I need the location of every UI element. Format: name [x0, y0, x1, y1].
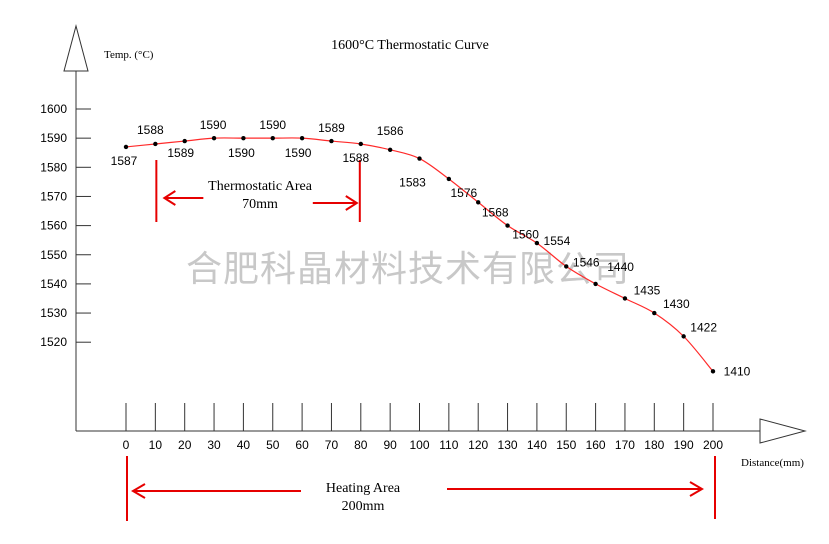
- data-label: 1589: [318, 121, 345, 135]
- x-tick-label: 200: [703, 438, 723, 452]
- thermostatic-area-label: Thermostatic Area: [208, 179, 313, 194]
- data-point: [417, 156, 422, 161]
- x-tick-label: 180: [644, 438, 664, 452]
- x-axis-label: Distance(mm): [741, 457, 804, 469]
- thermostatic-area-annotation: Thermostatic Area 70mm: [155, 160, 361, 222]
- x-tick-label: 20: [178, 438, 192, 452]
- y-axis-arrow-icon: [63, 24, 89, 72]
- data-point: [211, 135, 217, 141]
- heating-area-label: Heating Area: [326, 481, 401, 496]
- data-label: 1587: [111, 154, 138, 168]
- data-label: 1590: [259, 118, 286, 132]
- thermostatic-left-arrowhead-icon: [162, 190, 176, 206]
- data-point: [358, 141, 363, 147]
- data-label: 1568: [482, 205, 509, 219]
- data-label: 1435: [634, 283, 661, 297]
- y-ticks: 1520 1530 1540 1550 1560 1570 1580 1590 1600: [40, 102, 91, 349]
- data-label: 1554: [544, 234, 571, 248]
- x-axis-arrow-icon: [759, 418, 807, 444]
- x-tick-label: 70: [325, 438, 339, 452]
- y-tick-label: 1580: [40, 160, 67, 174]
- data-label: 1576: [450, 186, 477, 200]
- y-axis-label: Temp. (°C): [104, 49, 154, 61]
- heating-area-annotation: Heating Area 200mm: [126, 456, 716, 521]
- y-tick-label: 1530: [40, 306, 67, 320]
- data-point: [329, 138, 334, 144]
- y-tick-label: 1520: [40, 335, 67, 349]
- x-tick-label: 10: [149, 438, 163, 452]
- data-label: 1560: [512, 228, 539, 242]
- x-tick-label: 50: [266, 438, 280, 452]
- x-tick-label: 170: [615, 438, 635, 452]
- data-labels: 1587158815891590159015901590158915881586…: [111, 118, 751, 378]
- data-point: [241, 135, 246, 141]
- x-tick-label: 0: [123, 438, 130, 452]
- data-point: [652, 310, 657, 316]
- data-label: 1583: [399, 176, 426, 190]
- data-label: 1590: [200, 118, 227, 132]
- data-label: 1586: [377, 124, 404, 138]
- chart-title: 1600°C Thermostatic Curve: [331, 38, 489, 53]
- data-point: [387, 147, 393, 153]
- data-point: [593, 281, 598, 287]
- y-tick-label: 1560: [40, 219, 67, 233]
- data-point: [534, 240, 540, 246]
- heating-left-arrowhead-icon: [131, 483, 146, 499]
- data-point: [681, 334, 686, 339]
- heating-right-arrowhead-icon: [689, 481, 704, 497]
- x-tick-label: 80: [354, 438, 368, 452]
- x-tick-label: 140: [527, 438, 547, 452]
- x-tick-label: 110: [439, 438, 458, 452]
- y-tick-label: 1570: [40, 189, 67, 203]
- watermark: 合肥科晶材料技术有限公司: [186, 249, 630, 289]
- x-tick-label: 190: [674, 438, 694, 452]
- data-label: 1440: [607, 260, 634, 274]
- data-point: [564, 264, 569, 269]
- data-point: [505, 223, 510, 228]
- x-tick-label: 100: [409, 438, 429, 452]
- data-label: 1546: [573, 255, 600, 269]
- thermostatic-right-arrowhead-icon: [345, 195, 359, 211]
- thermostatic-area-length: 70mm: [242, 197, 278, 212]
- x-tick-label: 130: [498, 438, 518, 452]
- data-label: 1588: [137, 123, 164, 137]
- data-label: 1430: [663, 297, 690, 311]
- data-point: [270, 135, 275, 141]
- data-label: 1422: [690, 320, 717, 334]
- x-tick-label: 120: [468, 438, 488, 452]
- x-tick-label: 60: [295, 438, 309, 452]
- data-points: [123, 135, 716, 374]
- data-point: [182, 138, 187, 144]
- y-axis: [63, 24, 89, 431]
- heating-area-length: 200mm: [342, 499, 385, 514]
- data-label: 1590: [228, 146, 255, 160]
- data-label: 1589: [167, 146, 194, 160]
- y-tick-label: 1600: [40, 102, 67, 116]
- x-tick-label: 90: [383, 438, 397, 452]
- data-point: [299, 135, 305, 141]
- y-tick-label: 1540: [40, 277, 67, 291]
- x-axis: [76, 418, 807, 444]
- x-ticks: 0 10 20 30 40 50 60 70 80 90 100 110 120 130 140 150 160…: [123, 403, 723, 452]
- data-point: [710, 369, 716, 374]
- x-tick-label: 160: [586, 438, 606, 452]
- data-point: [123, 144, 129, 150]
- y-tick-label: 1590: [40, 131, 67, 145]
- data-point: [622, 296, 628, 301]
- y-tick-label: 1550: [40, 248, 67, 262]
- x-tick-label: 40: [237, 438, 251, 452]
- data-point: [446, 176, 452, 182]
- data-label: 1588: [342, 151, 369, 165]
- data-point: [476, 200, 481, 205]
- data-label: 1590: [285, 146, 312, 160]
- x-tick-label: 30: [207, 438, 221, 452]
- x-tick-label: 150: [556, 438, 576, 452]
- data-point: [153, 141, 158, 147]
- data-label: 1410: [724, 364, 751, 378]
